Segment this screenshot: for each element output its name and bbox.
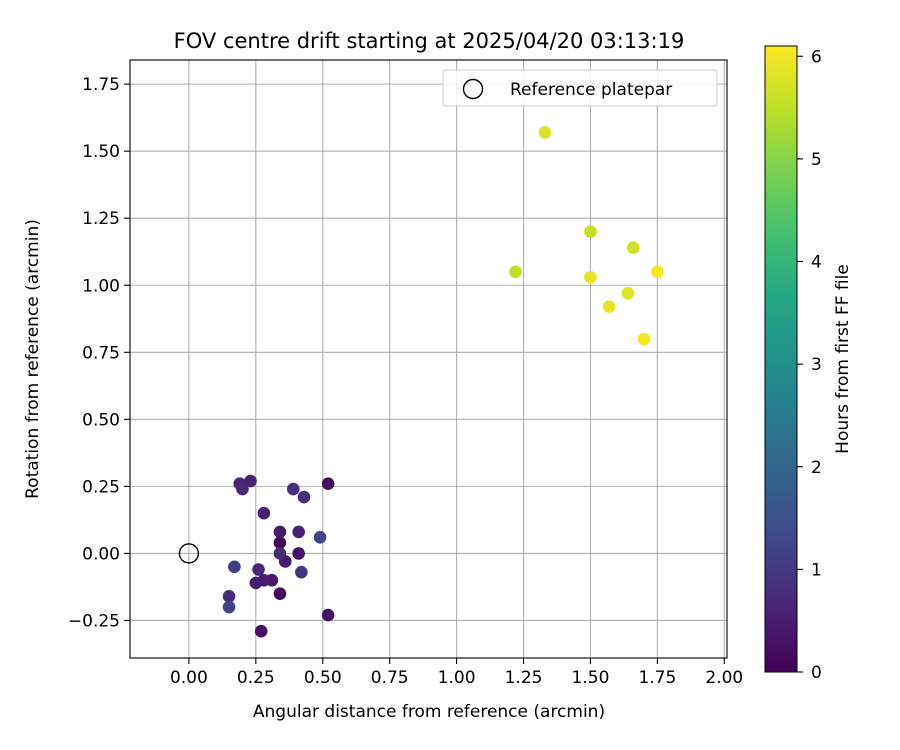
data-point (602, 300, 616, 314)
x-tick-label: 1.75 (638, 668, 676, 688)
data-point (321, 477, 335, 490)
colorbar-ticks: 0 1 2 3 4 5 6 (797, 47, 822, 683)
y-tick-label: 0.00 (82, 544, 120, 564)
y-axis-label: Rotation from reference (arcmin) (23, 219, 43, 499)
colorbar-tick-label: 6 (811, 47, 822, 67)
chart-title: FOV centre drift starting at 2025/04/20 … (174, 29, 685, 53)
data-point (273, 536, 287, 549)
x-tick-label: 2.00 (705, 668, 743, 688)
colorbar-tick-label: 0 (811, 663, 822, 683)
data-point (273, 547, 287, 560)
data-point (584, 270, 597, 284)
x-tick-label: 0.50 (304, 668, 342, 688)
legend: Reference platepar (442, 69, 718, 107)
data-point (257, 573, 271, 587)
y-tick-label: −0.25 (68, 611, 120, 631)
x-tick-label: 1.00 (438, 668, 476, 688)
data-point (273, 587, 287, 600)
x-tick-label: 0.00 (170, 668, 208, 688)
data-point (651, 265, 664, 279)
x-tick-label: 0.75 (371, 668, 409, 688)
y-tick-label: 1.00 (82, 276, 120, 296)
y-tick-label: 1.50 (82, 142, 120, 162)
colorbar-label: Hours from first FF file (833, 264, 853, 454)
reference-platepar-marker (178, 543, 200, 564)
x-tick-label: 0.25 (237, 668, 275, 688)
grid-lines (130, 60, 727, 658)
data-point (637, 332, 651, 346)
y-axis-ticks: −0.25 0.00 0.25 0.50 0.75 1.00 1.25 1.50 1.75 (68, 75, 130, 631)
data-point (509, 265, 522, 279)
data-point (292, 547, 305, 560)
x-tick-label: 1.25 (505, 668, 543, 688)
data-point (321, 608, 335, 622)
data-point (627, 241, 640, 255)
data-point (313, 531, 327, 544)
colorbar-tick-label: 4 (811, 253, 822, 273)
legend-box (442, 69, 718, 107)
data-point (222, 600, 236, 614)
colorbar-tick-label: 1 (811, 560, 822, 580)
data-point (538, 126, 552, 139)
data-point (228, 560, 241, 574)
colorbar-tick-label: 3 (811, 355, 822, 375)
colorbar (764, 45, 798, 673)
data-point (295, 565, 308, 579)
data-point (297, 490, 311, 504)
x-axis-ticks: 0.00 0.25 0.50 0.75 1.00 1.25 1.50 1.75 2.00 (170, 658, 743, 688)
axes-frame (129, 59, 728, 659)
y-tick-label: 1.25 (82, 209, 120, 229)
data-point (584, 225, 597, 238)
data-points (222, 126, 664, 638)
data-point (222, 590, 236, 603)
data-point (621, 287, 635, 300)
y-tick-label: 0.25 (82, 477, 120, 497)
data-point (244, 474, 257, 488)
data-point (257, 506, 271, 520)
x-tick-label: 1.50 (572, 668, 610, 688)
colorbar-tick-label: 2 (811, 458, 822, 478)
data-point (287, 482, 300, 496)
data-point (252, 563, 265, 576)
y-tick-label: 1.75 (82, 75, 120, 95)
data-point (273, 525, 287, 539)
colorbar-tick-label: 5 (811, 150, 822, 170)
data-point (236, 482, 249, 496)
y-tick-label: 0.50 (82, 410, 120, 430)
legend-marker (462, 78, 484, 100)
y-tick-label: 0.75 (82, 343, 120, 363)
data-point (254, 624, 268, 638)
legend-label: Reference platepar (510, 80, 672, 100)
x-axis-label: Angular distance from reference (arcmin) (253, 702, 605, 722)
data-point (292, 525, 305, 539)
